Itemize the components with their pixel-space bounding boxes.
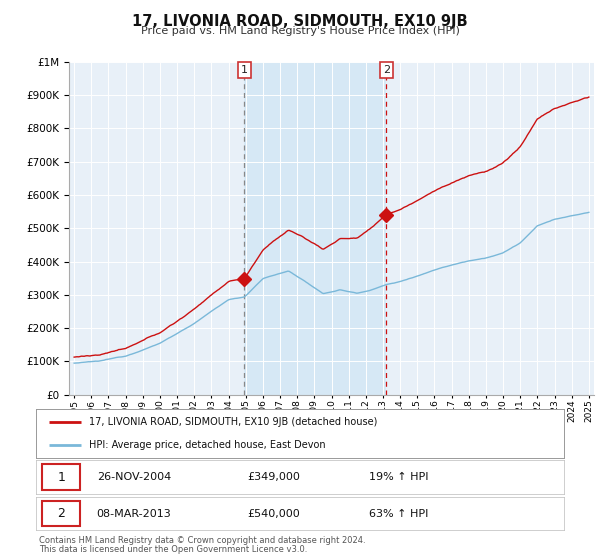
Text: 2: 2 <box>383 65 390 75</box>
Text: 1: 1 <box>58 470 65 484</box>
Text: 2: 2 <box>58 507 65 520</box>
FancyBboxPatch shape <box>43 464 80 490</box>
Text: 17, LIVONIA ROAD, SIDMOUTH, EX10 9JB: 17, LIVONIA ROAD, SIDMOUTH, EX10 9JB <box>132 14 468 29</box>
Text: Contains HM Land Registry data © Crown copyright and database right 2024.: Contains HM Land Registry data © Crown c… <box>39 536 365 545</box>
Text: 63% ↑ HPI: 63% ↑ HPI <box>368 508 428 519</box>
Text: 1: 1 <box>241 65 248 75</box>
Text: £349,000: £349,000 <box>247 472 300 482</box>
Text: 08-MAR-2013: 08-MAR-2013 <box>97 508 172 519</box>
Text: £540,000: £540,000 <box>247 508 300 519</box>
Text: 17, LIVONIA ROAD, SIDMOUTH, EX10 9JB (detached house): 17, LIVONIA ROAD, SIDMOUTH, EX10 9JB (de… <box>89 417 377 427</box>
Text: HPI: Average price, detached house, East Devon: HPI: Average price, detached house, East… <box>89 440 325 450</box>
Text: This data is licensed under the Open Government Licence v3.0.: This data is licensed under the Open Gov… <box>39 545 307 554</box>
Text: Price paid vs. HM Land Registry's House Price Index (HPI): Price paid vs. HM Land Registry's House … <box>140 26 460 36</box>
Text: 26-NOV-2004: 26-NOV-2004 <box>97 472 171 482</box>
Text: 19% ↑ HPI: 19% ↑ HPI <box>368 472 428 482</box>
Bar <box>244 62 386 395</box>
FancyBboxPatch shape <box>43 501 80 526</box>
